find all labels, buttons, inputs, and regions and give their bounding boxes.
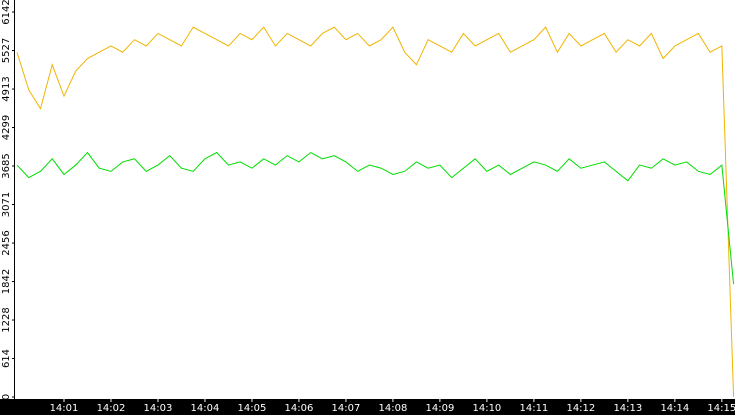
series-line (16, 26, 735, 398)
x-tick-label: 14:10 (472, 403, 501, 414)
x-tick-label: 14:13 (613, 403, 642, 414)
x-tick-label: 14:06 (285, 403, 314, 414)
y-tick-label: 4299 (1, 115, 12, 140)
y-tick-label: 0 (1, 394, 12, 400)
x-tick-label: 14:04 (191, 403, 220, 414)
x-tick-label: 14:08 (379, 403, 408, 414)
x-tick-label: 14:02 (97, 403, 126, 414)
y-tick-label: 1228 (1, 307, 12, 332)
x-tick-label: 14:14 (660, 403, 689, 414)
x-tick-label: 14:15 (707, 403, 735, 414)
x-tick-label: 14:05 (238, 403, 267, 414)
x-tick-label: 14:09 (425, 403, 454, 414)
y-tick-label: 3685 (1, 153, 12, 178)
x-tick-label: 14:12 (566, 403, 595, 414)
y-tick-label: 2456 (1, 230, 12, 255)
x-tick-label: 14:11 (519, 403, 548, 414)
series-line (16, 151, 735, 285)
x-tick-label: 14:01 (50, 403, 79, 414)
x-tick-label: 14:07 (332, 403, 361, 414)
y-tick-label: 6142 (1, 0, 12, 25)
y-tick-label: 3071 (1, 192, 12, 217)
x-axis-bar (0, 399, 735, 415)
y-tick-label: 5527 (1, 38, 12, 63)
y-tick-label: 4913 (1, 76, 12, 101)
x-tick-label: 14:03 (144, 403, 173, 414)
y-tick-label: 614 (1, 349, 12, 368)
y-tick-label: 1842 (1, 269, 12, 294)
